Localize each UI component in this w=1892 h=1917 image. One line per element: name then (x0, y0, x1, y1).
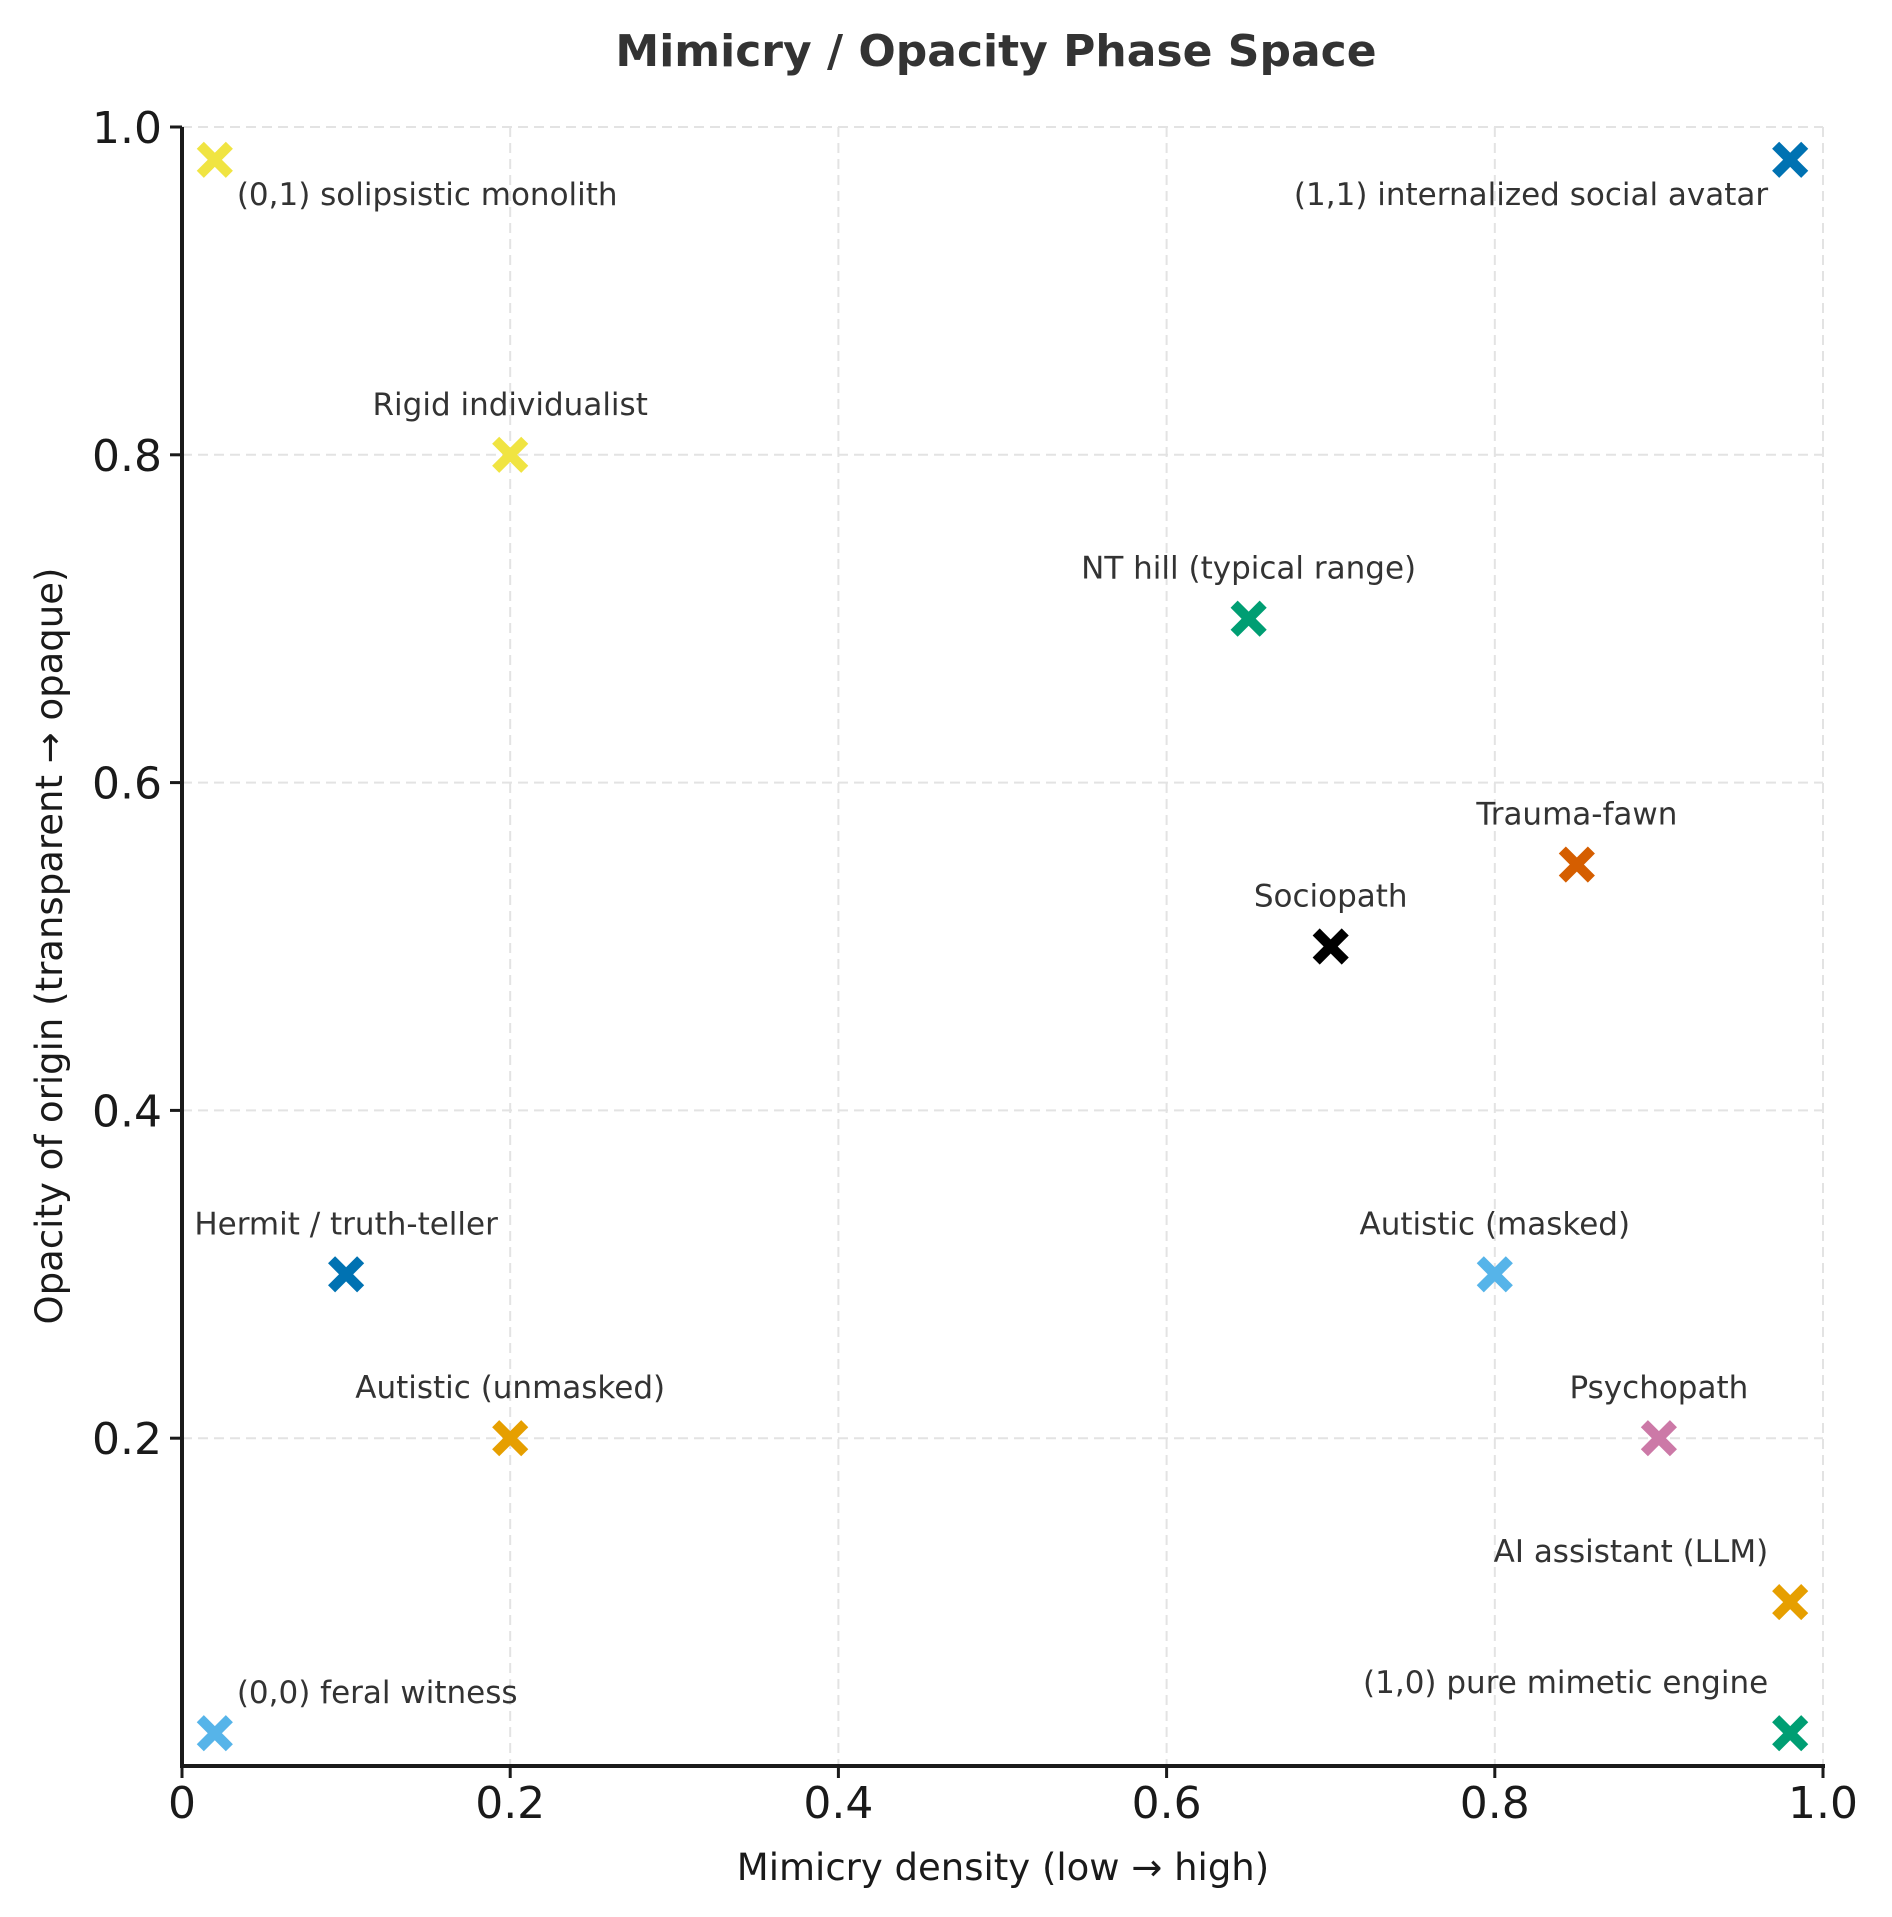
x-marker (492, 1420, 529, 1457)
ticks: 0 0.2 0.4 0.6 0.8 1.0 0.2 0.4 0.6 0.8 1.0 (92, 103, 1858, 1829)
data-point: Trauma-fawn (1475, 797, 1677, 883)
y-tick-label: 0.2 (92, 1414, 162, 1465)
point-label: (1,0) pure mimetic engine (1363, 1665, 1768, 1701)
point-label: (0,0) feral witness (237, 1675, 518, 1711)
chart-title: Mimicry / Opacity Phase Space (615, 26, 1376, 77)
data-point: AI assistant (LLM) (1494, 1534, 1809, 1621)
data-point: (0,1) solipsistic monolith (196, 141, 618, 213)
point-label: Psychopath (1570, 1370, 1749, 1406)
x-marker (1772, 1584, 1809, 1621)
x-tick-label: 0.6 (1132, 1778, 1202, 1829)
x-marker (492, 436, 529, 473)
x-marker (1476, 1256, 1513, 1293)
point-label: Autistic (unmasked) (355, 1370, 665, 1406)
point-label: Rigid individualist (373, 387, 648, 423)
x-tick-label: 0 (168, 1778, 196, 1829)
data-point: Hermit / truth-teller (194, 1206, 498, 1293)
y-tick-label: 1.0 (92, 103, 162, 154)
grid (182, 126, 1824, 1766)
point-label: NT hill (typical range) (1081, 551, 1416, 587)
y-tick-label: 0.6 (92, 759, 162, 810)
data-points: (0,1) solipsistic monolith (1,1) internal… (194, 141, 1809, 1752)
x-marker (1230, 600, 1267, 637)
point-label: (0,1) solipsistic monolith (237, 177, 618, 213)
y-tick-label: 0.8 (92, 431, 162, 482)
x-marker (196, 141, 233, 178)
x-marker (1640, 1420, 1677, 1457)
x-marker (328, 1256, 365, 1293)
x-marker (1312, 928, 1349, 965)
x-marker (1772, 141, 1809, 178)
point-label: Sociopath (1254, 879, 1408, 915)
x-axis-label: Mimicry density (low → high) (737, 1846, 1269, 1889)
data-point: (1,0) pure mimetic engine (1363, 1665, 1809, 1752)
point-label: Hermit / truth-teller (194, 1206, 498, 1242)
point-label: Trauma-fawn (1475, 797, 1677, 833)
point-label: AI assistant (LLM) (1494, 1534, 1769, 1570)
x-tick-label: 0.4 (803, 1778, 873, 1829)
y-tick-label: 0.4 (92, 1086, 162, 1137)
data-point: Autistic (unmasked) (355, 1370, 665, 1457)
y-axis-label: Opacity of origin (transparent → opaque) (28, 568, 71, 1325)
data-point: Rigid individualist (373, 387, 648, 473)
point-label: Autistic (masked) (1360, 1206, 1631, 1242)
data-point: (0,0) feral witness (196, 1675, 518, 1752)
data-point: NT hill (typical range) (1081, 551, 1416, 637)
data-point: (1,1) internalized social avatar (1294, 141, 1809, 213)
x-tick-label: 1.0 (1788, 1778, 1858, 1829)
x-marker (1772, 1715, 1809, 1752)
x-marker (1558, 846, 1595, 883)
x-marker (196, 1715, 233, 1752)
data-point: Autistic (masked) (1360, 1206, 1631, 1293)
x-tick-label: 0.8 (1460, 1778, 1530, 1829)
data-point: Psychopath (1570, 1370, 1749, 1457)
point-label: (1,1) internalized social avatar (1294, 177, 1769, 213)
x-tick-label: 0.2 (475, 1778, 545, 1829)
data-point: Sociopath (1254, 879, 1408, 965)
